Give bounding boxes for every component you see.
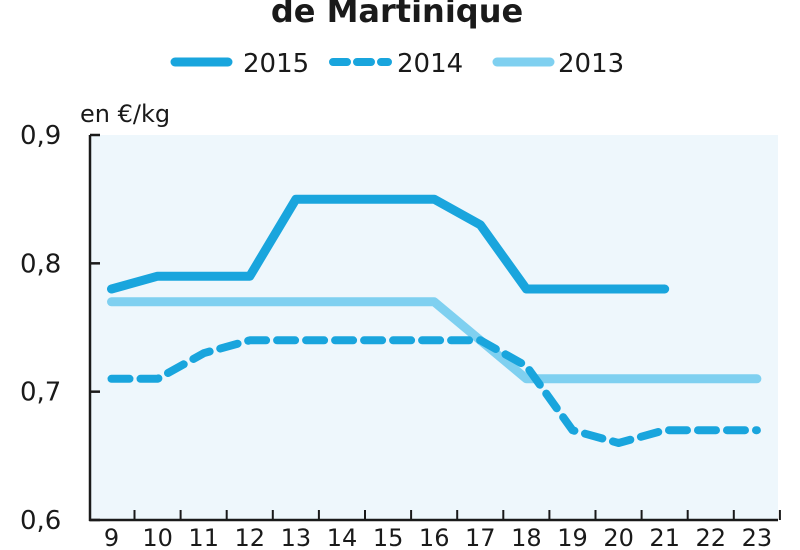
x-tick-label: 15	[373, 524, 404, 550]
x-tick-label: 11	[188, 524, 219, 550]
x-tick-label: 18	[511, 524, 542, 550]
plot-background	[90, 135, 778, 520]
y-tick-label: 0,6	[20, 506, 61, 536]
series-line-2015	[107, 194, 670, 294]
x-tick-label: 16	[419, 524, 450, 550]
x-tick-label: 12	[235, 524, 266, 550]
x-tick-label: 22	[696, 524, 727, 550]
legend-label-2014: 2014	[397, 49, 463, 79]
y-tick-label: 0,7	[20, 378, 61, 408]
x-tick-label: 23	[742, 524, 773, 550]
y-axis-ticks: 0,6 0,7 0,8 0,9	[20, 121, 100, 536]
x-tick-label: 14	[327, 524, 358, 550]
x-tick-label: 10	[142, 524, 173, 550]
x-axis-ticks: 9 10 11 12 13 14 15 16 17 18 19 20 21 22 23	[104, 510, 781, 550]
x-tick-label: 19	[557, 524, 588, 550]
chart-title: de Martinique	[271, 0, 523, 30]
series-layer	[107, 194, 762, 447]
series-line-2014	[107, 336, 761, 447]
series-line-2013	[107, 297, 762, 384]
x-tick-label: 21	[649, 524, 680, 550]
legend-label-2015: 2015	[243, 49, 309, 79]
legend: 2015 2014 2013	[170, 49, 624, 79]
x-tick-label: 9	[104, 524, 119, 550]
y-tick-label: 0,8	[20, 249, 61, 279]
legend-label-2013: 2013	[558, 49, 624, 79]
y-axis-label: en €/kg	[80, 100, 170, 128]
axes-layer	[88, 135, 778, 522]
x-tick-label: 13	[281, 524, 312, 550]
x-tick-label: 17	[465, 524, 496, 550]
x-tick-label: 20	[603, 524, 634, 550]
y-tick-label: 0,9	[20, 121, 61, 151]
